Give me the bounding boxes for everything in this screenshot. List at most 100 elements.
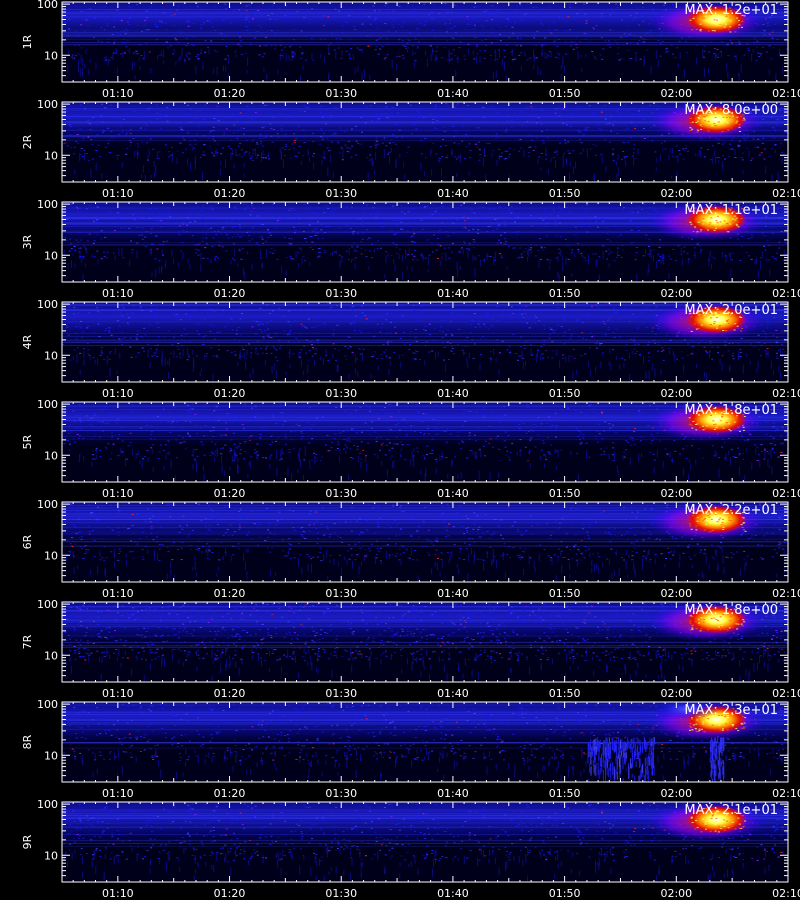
panel-intensity-field [62,702,788,782]
panel-intensity-field [62,2,788,82]
x-tick-label: 01:20 [214,287,246,300]
x-tick-label: 01:50 [549,887,581,900]
y-tick-label: 100 [37,698,58,711]
x-tick-label: 01:20 [214,87,246,100]
panel-5r: 10 100 01:10 01:20 01:30 01:40 01:50 02:00 02:10… [21,398,800,500]
y-tick-label: 10 [44,349,58,362]
x-tick-label: 02:10 [772,87,800,100]
x-tick-label: 01:40 [437,787,469,800]
x-tick-label: 02:00 [660,87,692,100]
panel-1r: 10 100 01:10 01:20 01:30 01:40 01:50 02:00 02:10… [21,0,800,100]
x-tick-label: 02:00 [660,287,692,300]
panel-hotspot [686,305,747,334]
y-tick-label: 10 [44,549,58,562]
y-tick-label: 10 [44,249,58,262]
y-tick-label: 100 [37,498,58,511]
panel-intensity-field [62,302,788,382]
panel-max-text: MAX: 1.2e+01 [684,3,778,18]
panel-4r: 10 100 01:10 01:20 01:30 01:40 01:50 02:00 02:10… [21,298,800,400]
x-tick-label: 02:10 [772,187,800,200]
panel-max-text: MAX: 2.1e+01 [684,803,778,818]
x-tick-label: 02:10 [772,687,800,700]
panel-intensity-field [62,102,788,182]
x-tick-label: 02:00 [660,787,692,800]
x-tick-label: 01:40 [437,587,469,600]
panel-max-text: MAX: 1.8e+00 [684,603,778,618]
y-tick-label: 100 [37,298,58,311]
panel-max-text: MAX: 2.0e+01 [684,303,778,318]
y-tick-label: 100 [37,398,58,411]
x-tick-label: 01:10 [102,687,134,700]
x-tick-label: 02:00 [660,187,692,200]
panel-3r: 10 100 01:10 01:20 01:30 01:40 01:50 02:00 02:10… [21,198,800,300]
panel-hotspot [686,205,747,234]
x-tick-label: 02:00 [660,387,692,400]
panel-label: 7R [21,634,34,649]
x-tick-label: 01:30 [325,287,357,300]
panel-intensity-field [62,402,788,482]
x-tick-label: 01:30 [325,187,357,200]
x-tick-label: 02:00 [660,687,692,700]
y-tick-label: 100 [37,198,58,211]
x-tick-label: 01:50 [549,187,581,200]
panel-axes-box [61,301,789,383]
y-tick-label: 10 [44,749,58,762]
x-tick-label: 01:10 [102,287,134,300]
panel-axes-box [61,701,789,783]
panel-7r: 10 100 01:10 01:20 01:30 01:40 01:50 02:00 02:10… [21,598,800,700]
x-tick-label: 02:00 [660,487,692,500]
panel-max-text: MAX: 1.8e+01 [684,403,778,418]
x-tick-label: 01:40 [437,187,469,200]
x-tick-label: 01:20 [214,487,246,500]
x-tick-label: 02:10 [772,287,800,300]
x-tick-label: 01:20 [214,787,246,800]
x-tick-label: 02:10 [772,787,800,800]
x-tick-label: 02:00 [660,587,692,600]
panel-max-text: MAX: 1.1e+01 [684,203,778,218]
x-tick-label: 01:40 [437,487,469,500]
x-tick-label: 01:10 [102,487,134,500]
x-tick-label: 02:10 [772,587,800,600]
panel-intensity-field [62,602,788,682]
x-tick-label: 01:10 [102,387,134,400]
x-tick-label: 01:10 [102,587,134,600]
x-tick-label: 01:10 [102,187,134,200]
y-tick-label: 10 [44,49,58,62]
x-tick-label: 01:30 [325,487,357,500]
y-tick-label: 10 [44,849,58,862]
panel-label: 4R [21,334,34,349]
panel-axes-box [61,101,789,183]
panel-axes-box [61,601,789,683]
x-tick-label: 01:30 [325,87,357,100]
x-tick-label: 01:20 [214,387,246,400]
panel-label: 5R [21,434,34,449]
x-tick-label: 01:10 [102,787,134,800]
panel-label: 8R [21,734,34,749]
x-tick-label: 01:50 [549,787,581,800]
x-tick-label: 02:10 [772,887,800,900]
x-tick-label: 01:50 [549,87,581,100]
x-tick-label: 01:30 [325,587,357,600]
panel-axes-box [61,401,789,483]
x-tick-label: 01:40 [437,87,469,100]
x-tick-label: 01:40 [437,287,469,300]
x-tick-label: 02:00 [660,887,692,900]
y-tick-label: 10 [44,149,58,162]
y-tick-label: 100 [37,98,58,111]
x-tick-label: 01:10 [102,887,134,900]
x-tick-label: 01:50 [549,387,581,400]
panel-hotspot [686,5,747,34]
x-tick-label: 01:20 [214,687,246,700]
panel-max-text: MAX: 2.3e+01 [684,703,778,718]
x-tick-label: 01:40 [437,887,469,900]
x-tick-label: 01:50 [549,487,581,500]
x-tick-label: 02:10 [772,387,800,400]
x-tick-label: 01:40 [437,687,469,700]
y-tick-label: 100 [37,598,58,611]
panel-axes-box [61,501,789,583]
panel-axes-box [61,201,789,283]
panel-6r: 10 100 01:10 01:20 01:30 01:40 01:50 02:00 02:10… [21,498,800,600]
y-tick-label: 100 [37,0,58,11]
